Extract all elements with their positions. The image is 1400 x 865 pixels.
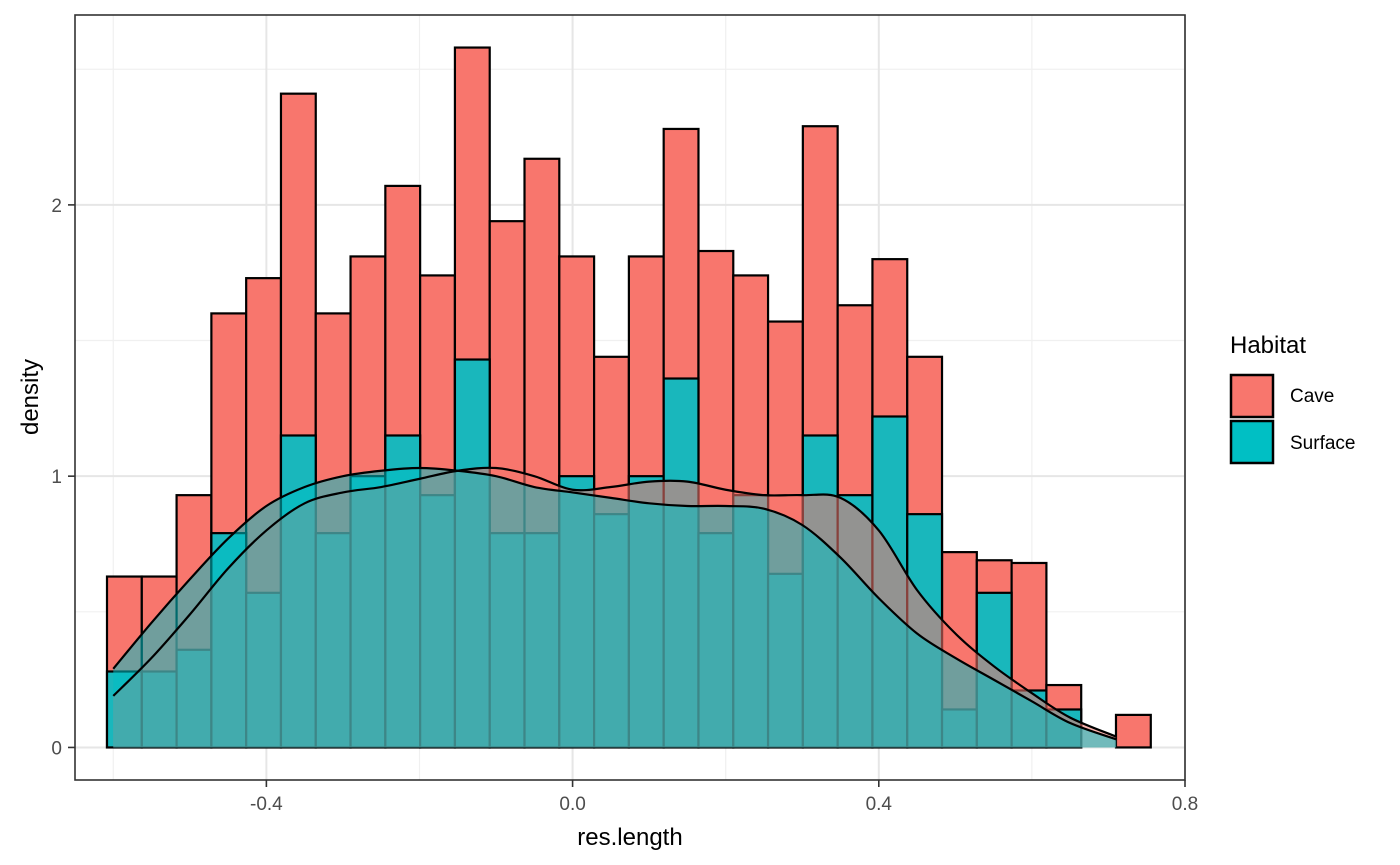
x-tick-label: 0.8 (1172, 794, 1198, 815)
x-axis: -0.4 0.0 0.4 0.8 (250, 780, 1198, 815)
legend: Habitat Cave Surface (1229, 332, 1355, 465)
surface-density-line (112, 466, 1117, 741)
legend-label-cave: Cave (1290, 386, 1334, 407)
legend-label-surface: Surface (1290, 433, 1355, 454)
y-tick-label: 1 (51, 467, 62, 488)
legend-key-cave (1229, 373, 1275, 419)
y-axis: 0 1 2 (51, 196, 75, 759)
x-tick-label: 0.4 (866, 794, 893, 815)
legend-title: Habitat (1230, 332, 1306, 359)
x-axis-title: res.length (577, 824, 682, 851)
panel-border (74, 14, 1186, 781)
y-axis-title: density (17, 359, 44, 435)
panel-frame (74, 14, 1186, 781)
surface-density-area (113, 468, 1117, 748)
x-tick-label: -0.4 (250, 794, 283, 815)
y-tick-label: 0 (51, 738, 62, 759)
cave-bar (1114, 713, 1152, 749)
density-curves (112, 466, 1117, 748)
legend-key-surface (1229, 419, 1275, 465)
x-tick-label: 0.0 (559, 794, 585, 815)
cave-density-line (112, 466, 1117, 738)
y-tick-label: 2 (51, 196, 62, 217)
